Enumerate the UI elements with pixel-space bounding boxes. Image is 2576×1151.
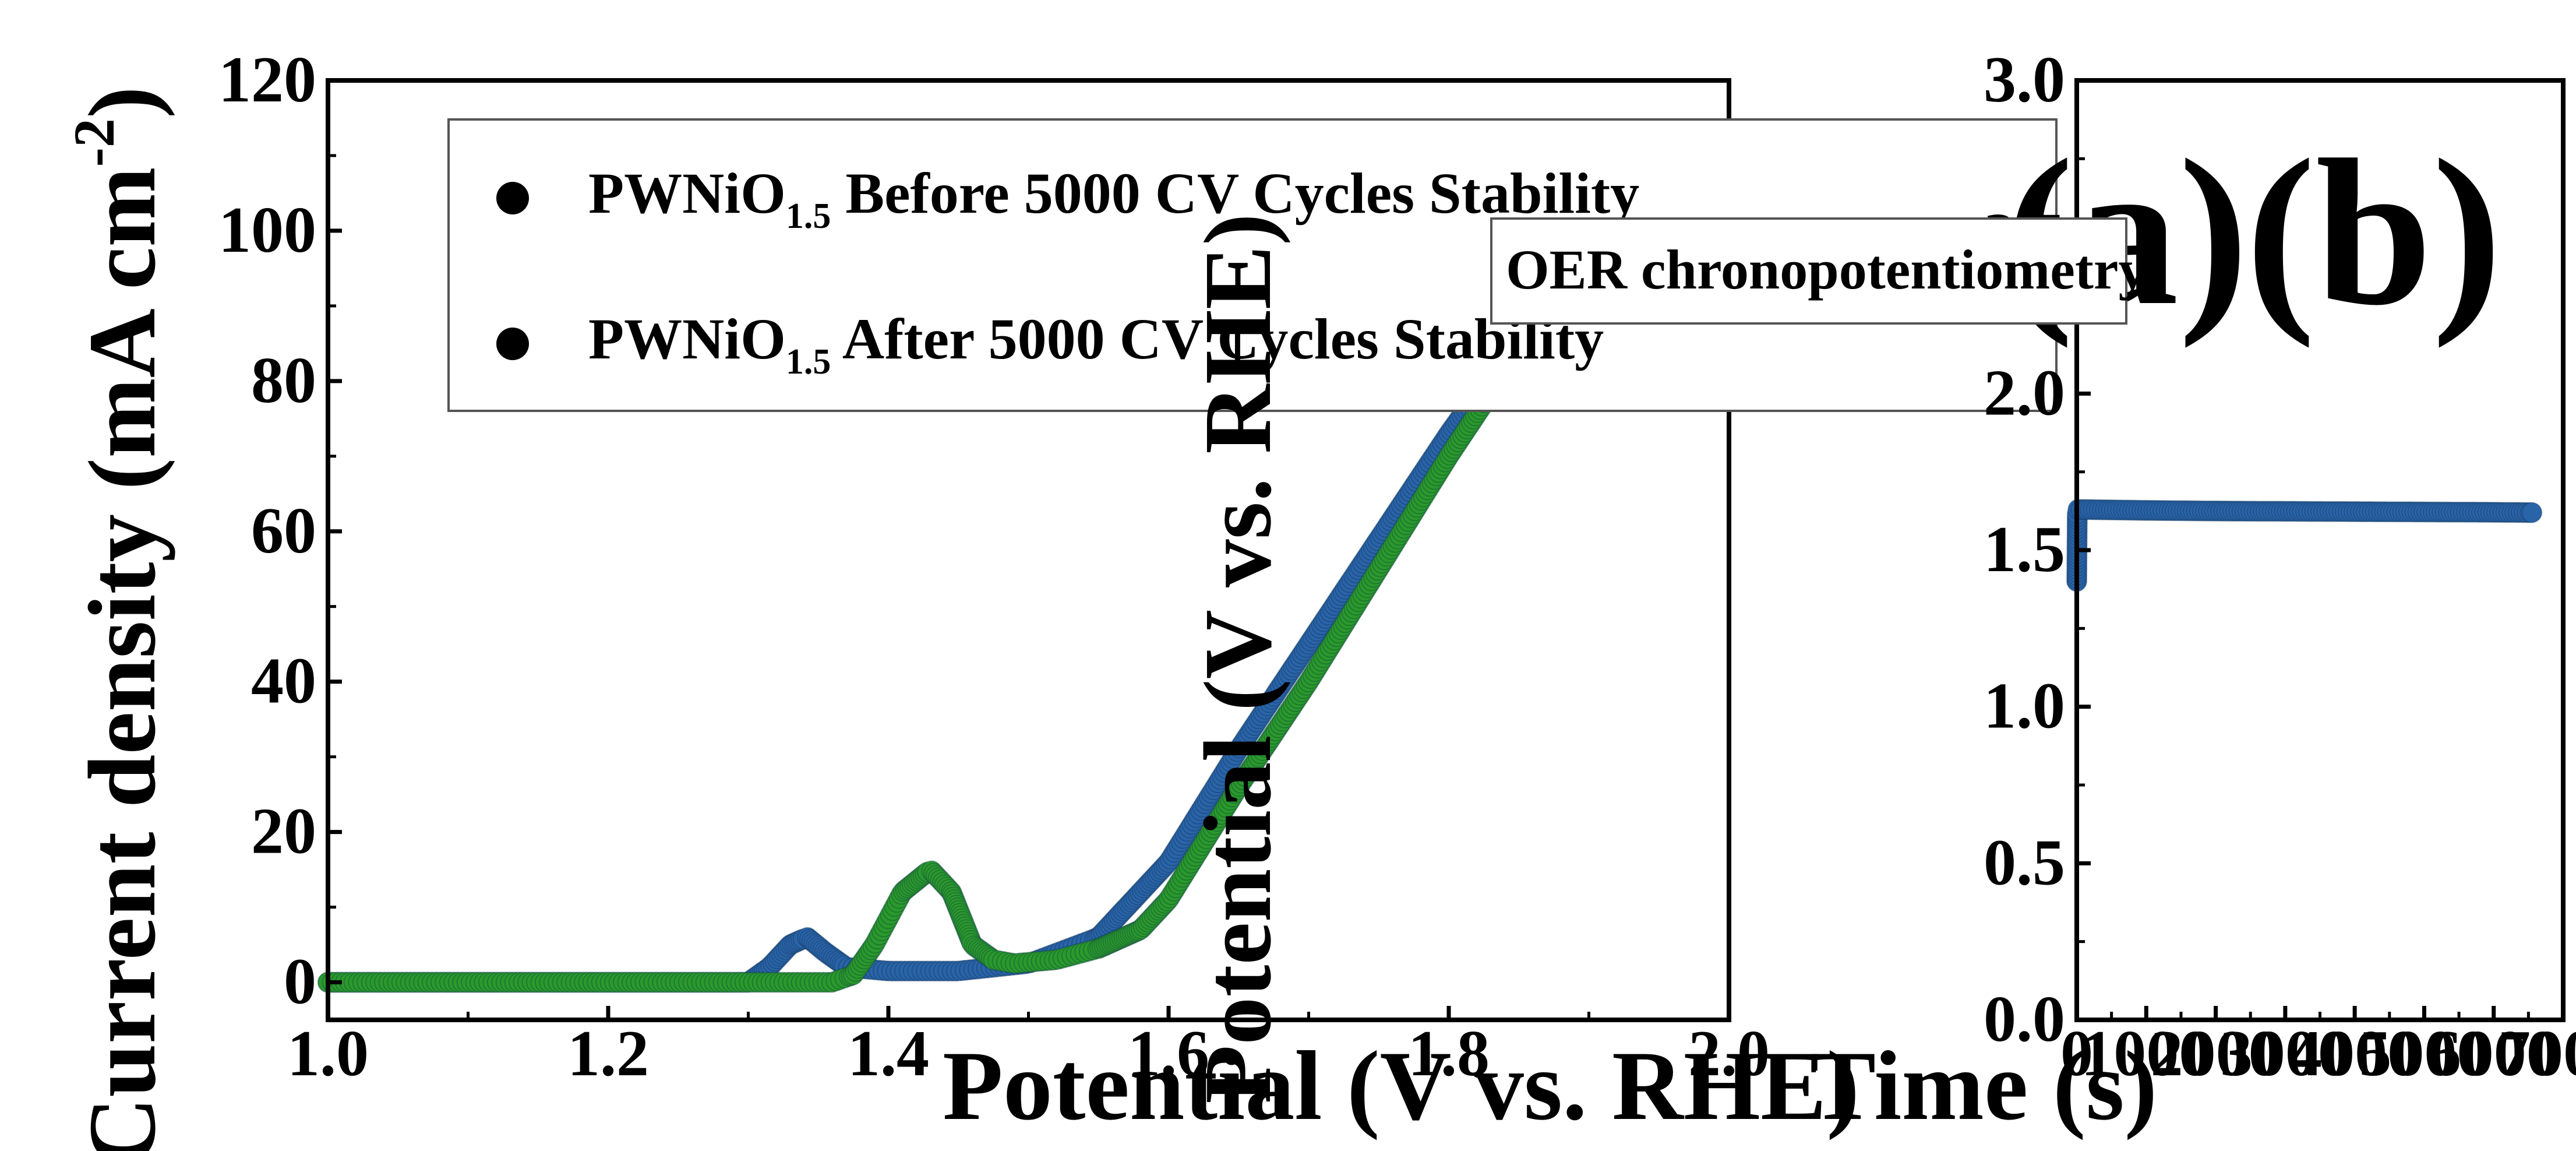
x-tick-label: 1.8 — [1408, 1018, 1490, 1090]
y-tick-label: 120 — [218, 44, 316, 116]
panel-a-y-label-sup: -2 — [62, 118, 126, 167]
y-tick-label: 1.0 — [1984, 670, 2065, 742]
y-tick-label: 1.5 — [1984, 513, 2065, 586]
panel-b-title-border — [1490, 217, 2127, 325]
panel-a-y-axis-label: Current density (mA cm-2) — [62, 86, 175, 1151]
x-tick-label: 1.0 — [287, 1018, 369, 1090]
x-tick-label: 2.0 — [1688, 1018, 1770, 1090]
x-tick-label: 1000 — [2081, 1018, 2211, 1090]
legend-entry-before: PWNiO1.5 Before 5000 CV Cycles Stability — [588, 161, 1639, 236]
panel-a-y-label-main: Current density (mA cm — [69, 167, 175, 1151]
legend-after-post: After 5000 CV Cycles Stability — [831, 307, 1604, 371]
panel-b-x-axis-label: Time (s) — [1810, 1031, 2158, 1141]
y-tick-label: 20 — [251, 796, 316, 868]
panel-b-y-axis-label: Potential (V vs. RHE) — [1184, 213, 1291, 1104]
legend-entry-after: PWNiO1.5 After 5000 CV Cycles Stability — [588, 307, 1604, 382]
panel-b-axes: 01000200030004000500060007000 0.0 0.5 1.0 1.… — [1984, 44, 2576, 1090]
panel-b-label: (b) — [2246, 116, 2502, 349]
y-tick-label: 0.5 — [1984, 826, 2065, 899]
y-tick-label: 60 — [251, 495, 316, 567]
panel-b-title-box: OER chronopotentiometry — [1490, 217, 2146, 325]
x-tick-label: 7000 — [2498, 1018, 2576, 1090]
legend-after-sub: 1.5 — [786, 342, 831, 382]
panel-a-legend: PWNiO1.5 Before 5000 CV Cycles Stability… — [447, 118, 2058, 412]
y-tick-label: 0 — [284, 946, 316, 1018]
y-tick-label: 80 — [251, 344, 316, 417]
y-tick-label: 2.0 — [1984, 357, 2065, 429]
x-tick-label: 2000 — [2151, 1018, 2281, 1090]
panel-b: 01000200030004000500060007000 0.0 0.5 1.0 1.… — [1184, 44, 2576, 1141]
legend-before-pre: PWNiO — [588, 161, 786, 226]
legend-before-post: Before 5000 CV Cycles Stability — [831, 161, 1639, 226]
panel-a-axes: 1.0 1.2 1.4 1.6 1.8 2.0 0 20 40 60 80 100 120 — [218, 44, 1770, 1090]
panel-b-series — [2066, 499, 2543, 592]
panel-b-title: OER chronopotentiometry — [1506, 238, 2146, 301]
x-tick-label: 0 — [2060, 1018, 2093, 1090]
x-tick-label: 1.6 — [1128, 1018, 1209, 1090]
y-tick-label: 0.0 — [1984, 983, 2065, 1055]
legend-marker-after — [496, 328, 529, 360]
legend-marker-before — [496, 182, 529, 214]
x-tick-label: 5000 — [2359, 1018, 2489, 1090]
legend-after-pre: PWNiO — [588, 307, 786, 371]
panel-a-y-label-close: ) — [69, 86, 175, 118]
x-tick-label: 4000 — [2289, 1018, 2420, 1090]
panel-b-series-0 — [2066, 499, 2543, 592]
data-point — [2521, 502, 2543, 523]
y-tick-label: 100 — [218, 194, 316, 266]
y-tick-label: 3.0 — [1984, 44, 2065, 116]
x-tick-label: 3000 — [2220, 1018, 2351, 1090]
y-tick-label: 40 — [251, 645, 316, 717]
panel-a-x-axis-label: Potential (V vs. RHE) — [943, 1031, 1859, 1141]
x-tick-label: 1.4 — [848, 1018, 929, 1090]
legend-before-sub: 1.5 — [786, 196, 831, 236]
x-tick-label: 1.2 — [567, 1018, 649, 1090]
x-tick-label: 6000 — [2429, 1018, 2559, 1090]
